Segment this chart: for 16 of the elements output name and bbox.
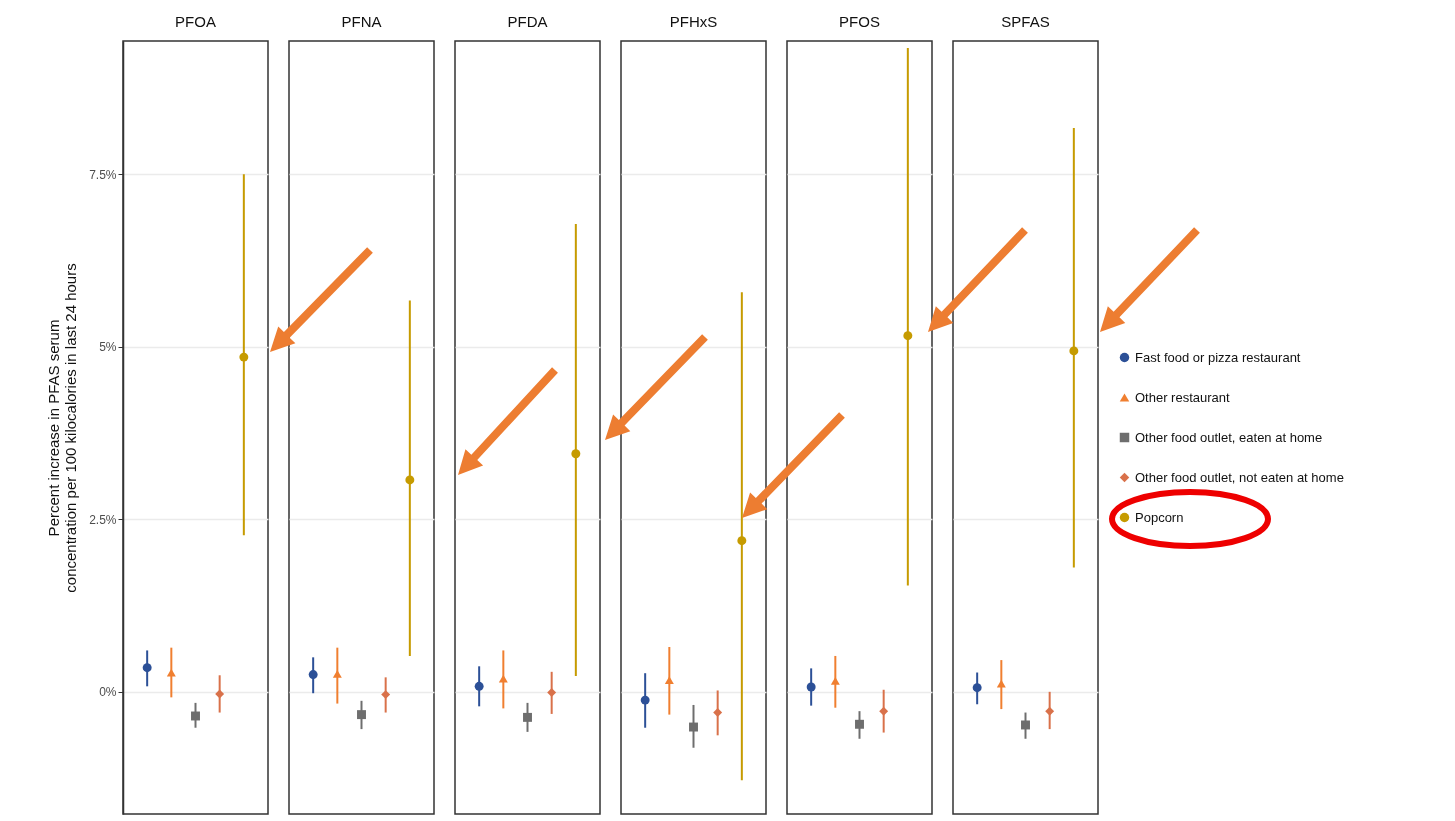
legend-label: Other restaurant (1135, 389, 1231, 405)
y-axis-title: Percent increase in PFAS serum concentration per 100 kilocalories in last 24 hours (45, 263, 80, 593)
y-tick-label: 7.5% (89, 167, 117, 182)
x-tick-label: PFHxS (669, 12, 718, 30)
y-tick-label: 2.5% (89, 512, 117, 527)
x-tick-label: PFOA (175, 12, 216, 30)
x-tick-label: PFOS (839, 12, 880, 30)
x-tick-label: SPFAS (1001, 12, 1050, 30)
x-tick-label: PFNA (341, 12, 382, 30)
legend-label: Other food outlet, eaten at home (1135, 429, 1323, 445)
x-tick-label: PFDA (507, 12, 548, 30)
legend-label: Fast food or pizza restaurant (1135, 349, 1301, 365)
y-tick-label: 0% (99, 685, 117, 700)
y-tick-label: 5% (99, 340, 117, 355)
legend-label: Other food outlet, not eaten at home (1135, 469, 1344, 485)
legend-label: Popcorn (1135, 509, 1184, 525)
